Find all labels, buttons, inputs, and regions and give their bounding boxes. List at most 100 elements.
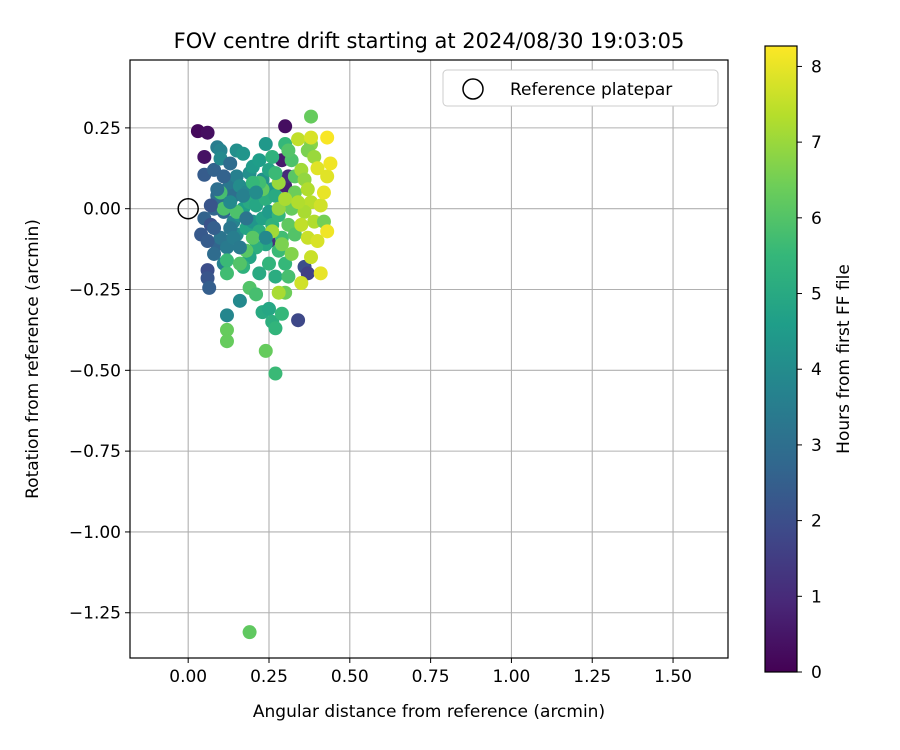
data-point — [252, 266, 267, 281]
x-axis-label: Angular distance from reference (arcmin) — [253, 702, 605, 722]
data-point — [236, 188, 251, 203]
x-tick-label: 1.25 — [573, 667, 611, 687]
data-point — [310, 161, 325, 176]
data-point — [207, 221, 222, 236]
grid-lines — [130, 60, 728, 658]
data-point — [203, 198, 218, 213]
data-point — [304, 109, 319, 124]
data-point — [219, 253, 234, 268]
y-tick-label: 0.25 — [83, 119, 121, 139]
data-point — [310, 234, 325, 249]
data-point — [307, 214, 322, 229]
data-point — [219, 308, 234, 323]
colorbar-tick-label: 0 — [811, 663, 822, 683]
data-point — [252, 153, 267, 168]
x-tick-label: 0.25 — [250, 667, 288, 687]
chart-title: FOV centre drift starting at 2024/08/30 … — [174, 29, 685, 53]
legend-label-reference: Reference platepar — [510, 80, 672, 100]
data-point — [242, 625, 257, 640]
scatter-points — [190, 109, 338, 640]
data-point — [281, 143, 296, 158]
colorbar-tick-label: 5 — [811, 285, 822, 305]
data-point — [313, 266, 328, 281]
data-point — [261, 301, 276, 316]
data-point — [278, 191, 293, 206]
data-point — [313, 198, 328, 213]
colorbar-tick-label: 7 — [811, 133, 822, 153]
legend-box — [442, 69, 719, 107]
data-point — [320, 224, 335, 239]
data-point — [197, 149, 212, 164]
data-point — [236, 146, 251, 161]
colorbar-tick-label: 3 — [811, 436, 822, 456]
colorbar-tick-label: 1 — [811, 587, 822, 607]
data-point — [258, 343, 273, 358]
x-tick-label: 1.00 — [492, 667, 530, 687]
data-point — [232, 293, 247, 308]
y-axis-label: Rotation from reference (arcmin) — [23, 219, 43, 499]
data-point — [323, 156, 338, 171]
data-point — [291, 132, 306, 147]
data-point — [291, 313, 306, 328]
data-point — [232, 240, 247, 255]
data-point — [258, 137, 273, 152]
data-point — [258, 230, 273, 245]
data-point — [281, 269, 296, 284]
data-point — [219, 266, 234, 281]
data-point — [210, 182, 225, 197]
data-point — [274, 306, 289, 321]
y-tick-label: −1.00 — [69, 523, 121, 543]
data-point — [300, 182, 315, 197]
data-point — [284, 246, 299, 261]
colorbar — [764, 45, 798, 673]
data-point — [274, 237, 289, 252]
data-point — [216, 169, 231, 184]
colorbar-tick-label: 8 — [811, 57, 822, 77]
legend: Reference platepar — [442, 69, 719, 107]
reference-marker — [177, 197, 199, 220]
colorbar-tick-label: 4 — [811, 360, 822, 380]
data-point — [207, 246, 222, 261]
data-point — [223, 156, 238, 171]
data-point — [268, 269, 283, 284]
x-axis: 0.00 0.25 0.50 0.75 1.00 1.25 1.50 — [169, 658, 692, 687]
colorbar-tick-label: 6 — [811, 209, 822, 229]
legend-marker-reference — [462, 78, 484, 100]
y-tick-label: −1.25 — [69, 604, 121, 624]
colorbar-label: Hours from first FF file — [834, 264, 854, 454]
data-point — [294, 217, 309, 232]
data-point — [200, 234, 215, 249]
data-point — [245, 230, 260, 245]
x-tick-label: 0.75 — [412, 667, 450, 687]
data-point — [271, 285, 286, 300]
data-point — [219, 322, 234, 337]
y-tick-label: −0.75 — [69, 442, 121, 462]
y-axis: 0.25 0.00 −0.25 −0.50 −0.75 −1.00 −1.25 — [69, 119, 130, 624]
data-point — [268, 366, 283, 381]
data-point — [291, 195, 306, 210]
data-point — [268, 166, 283, 181]
data-point — [265, 149, 280, 164]
x-tick-label: 0.00 — [169, 667, 207, 687]
data-point — [320, 130, 335, 145]
data-point — [278, 119, 293, 134]
y-tick-label: −0.50 — [69, 361, 121, 381]
data-point — [232, 256, 247, 271]
data-point — [219, 334, 234, 349]
data-point — [307, 149, 322, 164]
data-point — [304, 130, 319, 145]
data-point — [268, 321, 283, 336]
reference-platepar-point — [177, 197, 199, 220]
x-tick-label: 0.50 — [331, 667, 369, 687]
data-point — [249, 287, 264, 302]
data-point — [294, 276, 309, 291]
data-point — [316, 185, 331, 200]
colorbar-ticks: 0 1 2 3 4 5 6 7 8 — [797, 57, 822, 683]
data-point — [320, 169, 335, 184]
y-tick-label: 0.00 — [83, 200, 121, 220]
data-point — [261, 256, 276, 271]
x-tick-label: 1.50 — [654, 667, 692, 687]
data-point — [249, 185, 264, 200]
data-point — [239, 211, 254, 226]
